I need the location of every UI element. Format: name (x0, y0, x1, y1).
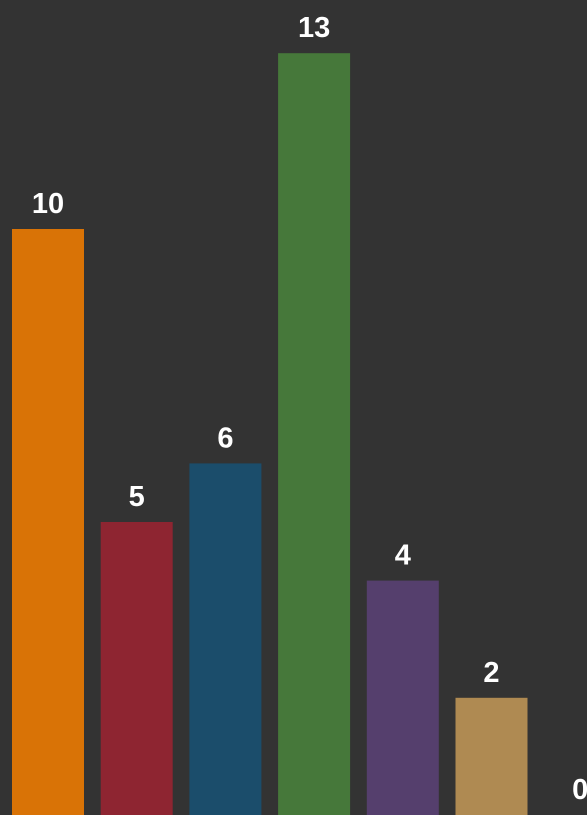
bar-5 (455, 697, 528, 815)
data-label-3: 13 (298, 12, 330, 44)
data-labels-layer: 10 5 6 13 4 2 0 (32, 12, 587, 806)
data-label-5: 2 (483, 657, 499, 689)
bar-3 (278, 53, 351, 815)
data-label-1: 5 (129, 481, 145, 513)
data-label-0: 10 (32, 188, 64, 220)
data-label-6: 0 (572, 774, 587, 806)
bar-2 (189, 463, 262, 815)
bar-0 (12, 229, 84, 815)
data-label-2: 6 (217, 422, 233, 454)
data-label-4: 4 (395, 540, 411, 572)
bars-layer (12, 53, 528, 815)
bar-4 (366, 580, 439, 815)
bar-1 (100, 522, 173, 815)
